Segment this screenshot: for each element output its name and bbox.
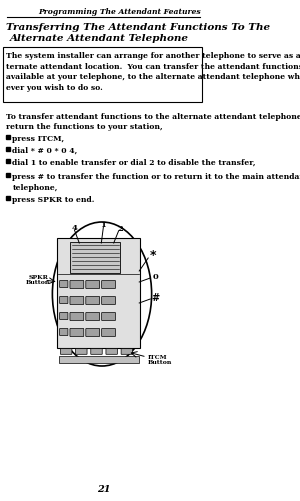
FancyBboxPatch shape <box>76 349 87 355</box>
FancyBboxPatch shape <box>86 313 100 321</box>
FancyBboxPatch shape <box>70 329 84 337</box>
FancyBboxPatch shape <box>60 313 68 320</box>
Text: ever you wish to do so.: ever you wish to do so. <box>6 83 103 91</box>
Text: press SPKR to end.: press SPKR to end. <box>12 195 95 203</box>
Text: 1: 1 <box>100 220 106 228</box>
Text: SPKR
Button: SPKR Button <box>26 274 51 285</box>
FancyBboxPatch shape <box>91 349 102 355</box>
Text: dial * # 0 * 0 4,: dial * # 0 * 0 4, <box>12 147 78 155</box>
Text: 2: 2 <box>118 224 124 232</box>
FancyBboxPatch shape <box>59 356 139 363</box>
Text: return the functions to your station,: return the functions to your station, <box>6 123 163 131</box>
Text: press # to transfer the function or to return it to the main attendant: press # to transfer the function or to r… <box>12 173 300 181</box>
FancyBboxPatch shape <box>121 349 133 355</box>
FancyBboxPatch shape <box>3 48 202 103</box>
FancyBboxPatch shape <box>102 329 116 337</box>
Text: 4: 4 <box>71 223 77 231</box>
Text: #: # <box>151 293 159 303</box>
Text: Transferring The Attendant Functions To The: Transferring The Attendant Functions To … <box>5 23 270 32</box>
FancyBboxPatch shape <box>70 297 84 305</box>
Text: available at your telephone, to the alternate attendant telephone when-: available at your telephone, to the alte… <box>6 73 300 81</box>
FancyBboxPatch shape <box>102 313 116 321</box>
Text: *: * <box>150 249 156 262</box>
FancyBboxPatch shape <box>70 313 84 321</box>
Text: Programming The Attendant Features: Programming The Attendant Features <box>39 8 201 16</box>
FancyBboxPatch shape <box>86 281 100 289</box>
FancyBboxPatch shape <box>60 281 68 288</box>
FancyBboxPatch shape <box>60 297 68 304</box>
Text: 21: 21 <box>97 484 110 493</box>
Text: telephone,: telephone, <box>12 184 58 191</box>
FancyBboxPatch shape <box>60 329 68 336</box>
FancyBboxPatch shape <box>86 297 100 305</box>
Text: dial 1 to enable transfer or dial 2 to disable the transfer,: dial 1 to enable transfer or dial 2 to d… <box>12 159 256 167</box>
FancyBboxPatch shape <box>60 349 72 355</box>
Text: ternate attendant location.  You can transfer the attendant functions,: ternate attendant location. You can tran… <box>6 63 300 70</box>
Text: press ITCM,: press ITCM, <box>12 135 64 143</box>
Text: The system installer can arrange for another telephone to serve as an al-: The system installer can arrange for ano… <box>6 52 300 60</box>
FancyBboxPatch shape <box>106 349 117 355</box>
Text: Alternate Attendant Telephone: Alternate Attendant Telephone <box>10 34 189 43</box>
FancyBboxPatch shape <box>86 329 100 337</box>
Text: To transfer attendant functions to the alternate attendant telephone or to: To transfer attendant functions to the a… <box>6 113 300 121</box>
FancyBboxPatch shape <box>70 281 84 289</box>
Text: ITCM
Button: ITCM Button <box>148 354 172 365</box>
FancyBboxPatch shape <box>57 238 140 348</box>
FancyBboxPatch shape <box>102 297 116 305</box>
FancyBboxPatch shape <box>70 242 120 273</box>
Text: 0: 0 <box>152 273 158 281</box>
FancyBboxPatch shape <box>102 281 116 289</box>
